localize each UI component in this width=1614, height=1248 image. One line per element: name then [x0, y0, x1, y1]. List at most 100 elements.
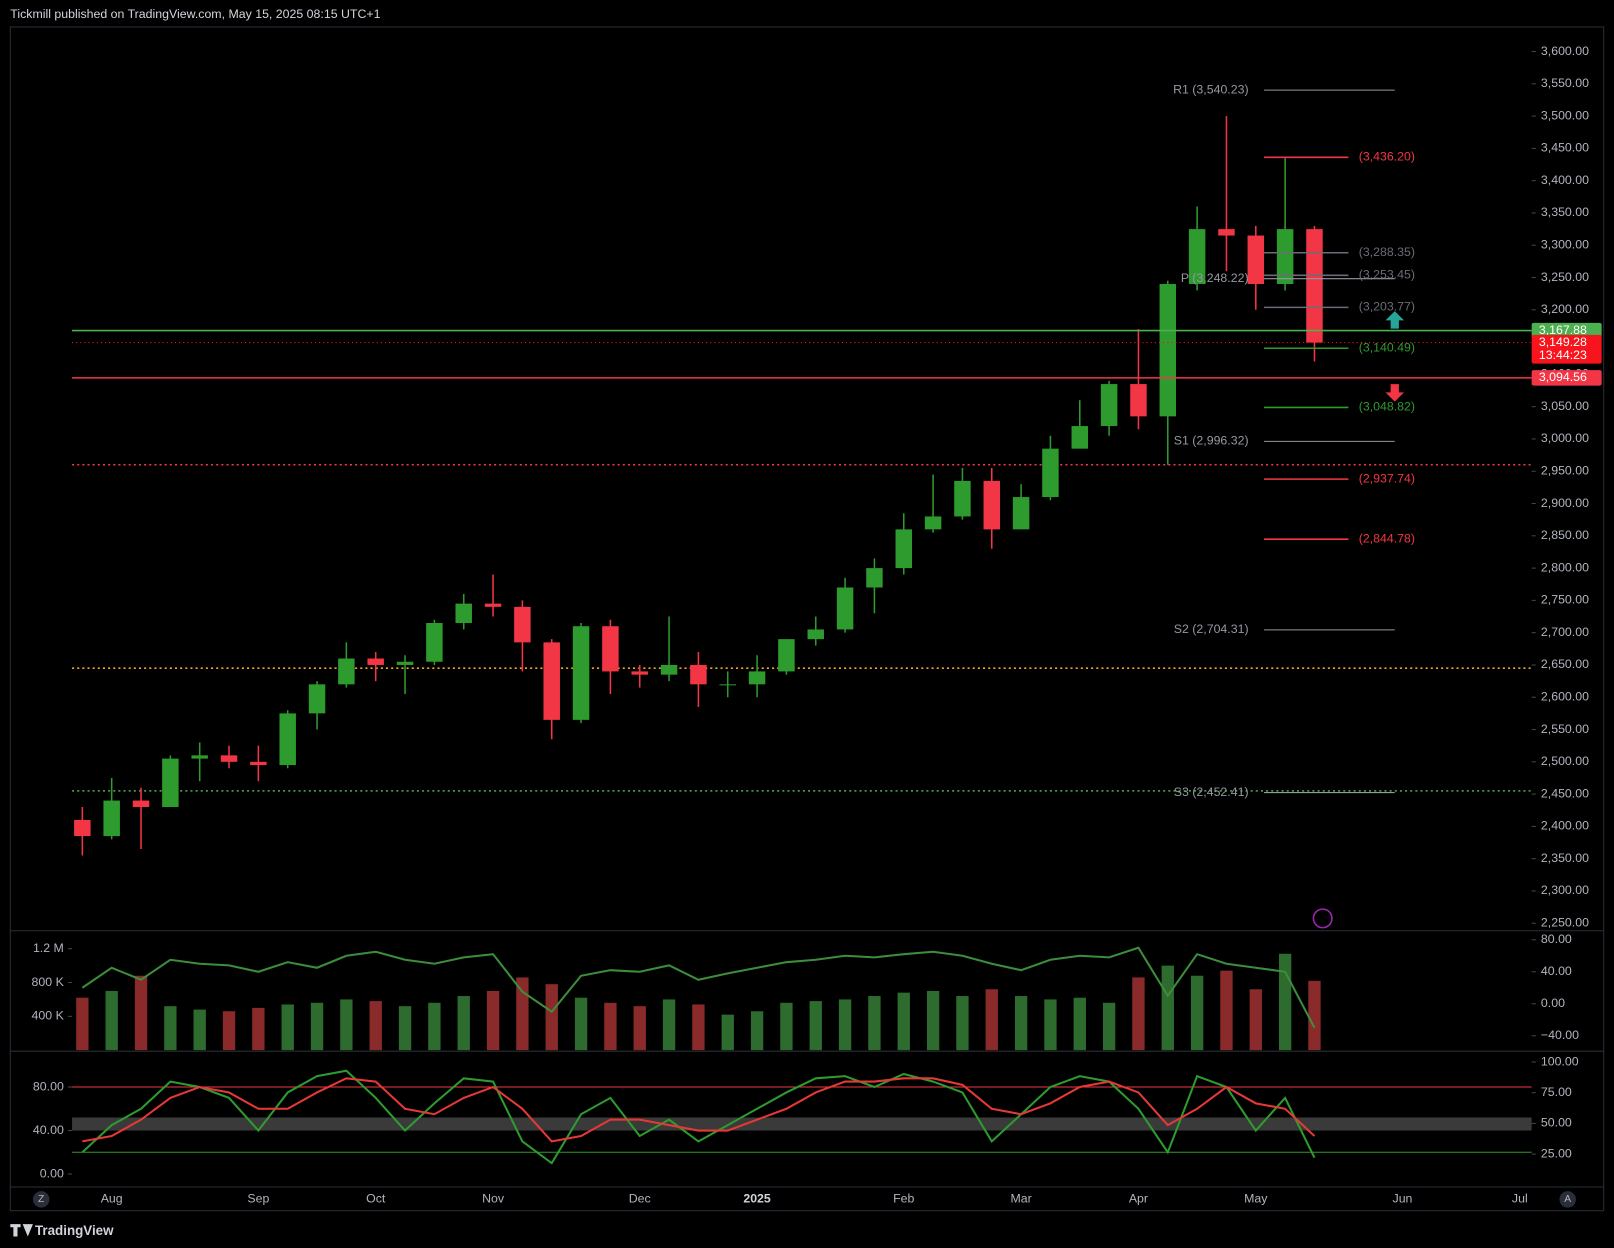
candle-body	[103, 800, 120, 837]
y2-tick-label: 40.00	[1541, 964, 1572, 978]
y-tick-label: 400 K	[32, 1009, 65, 1023]
volume-bar	[604, 1002, 617, 1051]
candle-body	[836, 587, 854, 630]
volume-bar	[1073, 997, 1086, 1051]
y2-tick-label: 100.00	[1541, 1054, 1579, 1068]
candle-body	[514, 606, 531, 643]
candle-body	[1012, 497, 1030, 530]
candle-body	[983, 480, 1001, 530]
candle-body	[543, 642, 560, 720]
price-tag-label: 3,167.88	[1539, 323, 1587, 337]
publish-line: Tickmill published on TradingView.com, M…	[10, 7, 380, 21]
y-tick-label: 2,900.00	[1541, 496, 1589, 510]
volume-bar	[457, 996, 470, 1051]
up-arrow	[1385, 311, 1405, 329]
candle-body	[660, 664, 678, 675]
y-tick-label: 2,950.00	[1541, 464, 1589, 478]
y-tick-label: 2,650.00	[1541, 657, 1589, 671]
candle-body	[1276, 229, 1294, 284]
y-tick-label: 3,000.00	[1541, 431, 1589, 445]
candle-body	[1071, 426, 1089, 449]
y-tick-label: 3,250.00	[1541, 270, 1589, 284]
x-tick-label: Dec	[629, 1192, 651, 1206]
y-tick-label: 3,500.00	[1541, 108, 1589, 122]
volume-bar	[486, 990, 500, 1051]
x-tick-label: 2025	[743, 1192, 771, 1206]
y2-tick-label: 25.00	[1541, 1146, 1572, 1160]
candle-body	[602, 626, 619, 672]
candle-body	[954, 480, 971, 517]
price-tag	[1531, 322, 1602, 339]
volume-bar	[222, 1011, 236, 1051]
y-tick-label: 2,800.00	[1541, 560, 1589, 574]
zone-label: (3,140.49)	[1359, 341, 1415, 355]
volume-bar	[1102, 1002, 1116, 1051]
alert-icon[interactable]	[1312, 908, 1333, 929]
volume-bar	[780, 1002, 793, 1051]
x-tick-label: Oct	[366, 1192, 386, 1206]
y-tick-label: 3,200.00	[1541, 302, 1589, 316]
candle-body	[250, 761, 267, 766]
volume-bar	[1249, 989, 1262, 1051]
zone-label: (3,203.77)	[1359, 300, 1415, 314]
y-tick-label: 3,300.00	[1541, 238, 1589, 252]
price-tag-label: 3,149.28	[1539, 335, 1587, 349]
y-tick-label: 2,600.00	[1541, 690, 1589, 704]
volume-bar	[662, 999, 676, 1051]
candle-body	[1159, 283, 1177, 417]
volume-bar	[868, 996, 881, 1051]
volume-bar	[193, 1009, 206, 1051]
y-tick-label: 80.00	[33, 1079, 64, 1093]
price-tag	[1531, 334, 1602, 364]
y-tick-label: 2,500.00	[1541, 754, 1589, 768]
volume-bar	[516, 977, 529, 1051]
x-tick-label: Nov	[482, 1192, 505, 1206]
y-tick-label: 800 K	[32, 975, 65, 989]
y2-tick-label: −40.00	[1541, 1028, 1579, 1042]
auto-button[interactable]: A	[1564, 1194, 1571, 1205]
candle-body	[191, 755, 208, 759]
volume-bar	[1132, 977, 1145, 1051]
stochastic-line	[82, 1077, 1316, 1143]
candle-body	[367, 658, 384, 665]
pivot-label: S1 (2,996.32)	[1174, 434, 1249, 448]
y-tick-label: 3,400.00	[1541, 173, 1589, 187]
volume-bar	[897, 992, 910, 1051]
candle-body	[1247, 235, 1265, 284]
volume-bar	[985, 989, 998, 1051]
y-tick-label: 3,550.00	[1541, 76, 1589, 90]
volume-bar	[926, 990, 940, 1051]
zoom-button[interactable]: Z	[38, 1194, 44, 1205]
price-tag	[1531, 370, 1602, 386]
y-tick-label: 1.2 M	[33, 941, 64, 955]
x-tick-label: Sep	[247, 1192, 269, 1206]
y-tick-label: 2,250.00	[1541, 916, 1589, 930]
volume-bar	[105, 990, 118, 1051]
zone-label: (3,253.45)	[1359, 268, 1415, 282]
y-tick-label: 2,750.00	[1541, 593, 1589, 607]
volume-bar	[252, 1007, 265, 1051]
auto-button-bg[interactable]	[1559, 1191, 1576, 1208]
y-tick-label: 3,350.00	[1541, 205, 1589, 219]
y2-tick-label: 80.00	[1541, 932, 1572, 946]
candle-body	[484, 603, 502, 607]
x-tick-label: Aug	[101, 1192, 123, 1206]
candle-body	[132, 800, 150, 808]
oscillator-line	[81, 946, 1316, 1029]
candle-body	[866, 568, 883, 588]
candle-body	[572, 626, 590, 720]
volume-bar	[1014, 996, 1028, 1051]
zone-label: (3,288.35)	[1359, 245, 1415, 259]
y-tick-label: 2,550.00	[1541, 722, 1589, 736]
zone-label: (3,436.20)	[1359, 150, 1415, 164]
log-button-bg[interactable]	[32, 1191, 50, 1208]
y-tick-label: 2,400.00	[1541, 819, 1589, 833]
y-tick-label: 3,450.00	[1541, 141, 1589, 155]
volume-bar	[956, 996, 969, 1051]
candle-body	[895, 529, 912, 569]
candle-body	[1218, 229, 1235, 236]
y-tick-label: 2,450.00	[1541, 786, 1589, 800]
tv-logo	[10, 1224, 33, 1237]
